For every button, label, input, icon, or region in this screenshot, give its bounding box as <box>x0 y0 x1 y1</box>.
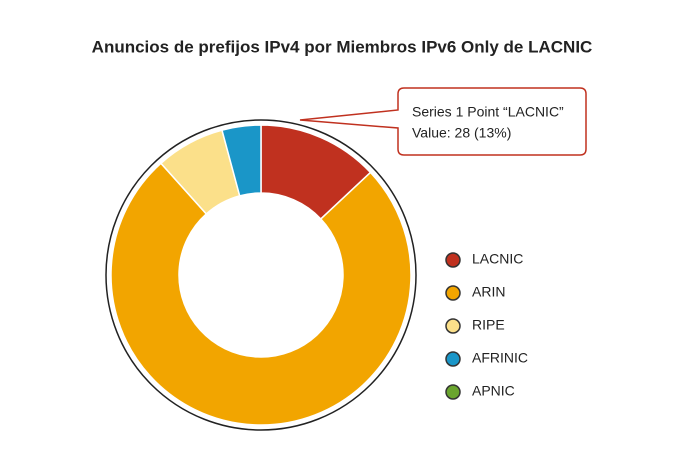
tooltip-title: Series 1 Point “LACNIC” <box>412 104 564 120</box>
legend-label[interactable]: AFRINIC <box>472 350 528 366</box>
legend-marker[interactable] <box>445 285 461 301</box>
legend-label[interactable]: RIPE <box>472 317 505 333</box>
legend-label[interactable]: APNIC <box>472 383 515 399</box>
tooltip-box <box>299 87 587 156</box>
legend-marker[interactable] <box>445 351 461 367</box>
tooltip-value: Value: 28 (13%) <box>412 125 511 141</box>
slice[interactable] <box>110 162 412 426</box>
legend-marker[interactable] <box>445 252 461 268</box>
legend-marker[interactable] <box>445 384 461 400</box>
chart-title: Anuncios de prefijos IPv4 por Miembros I… <box>92 37 593 56</box>
slice[interactable] <box>221 124 262 197</box>
legend-label[interactable]: LACNIC <box>472 251 523 267</box>
outer-ring <box>105 119 417 431</box>
legend-label[interactable]: ARIN <box>472 284 505 300</box>
legend-marker[interactable] <box>445 318 461 334</box>
